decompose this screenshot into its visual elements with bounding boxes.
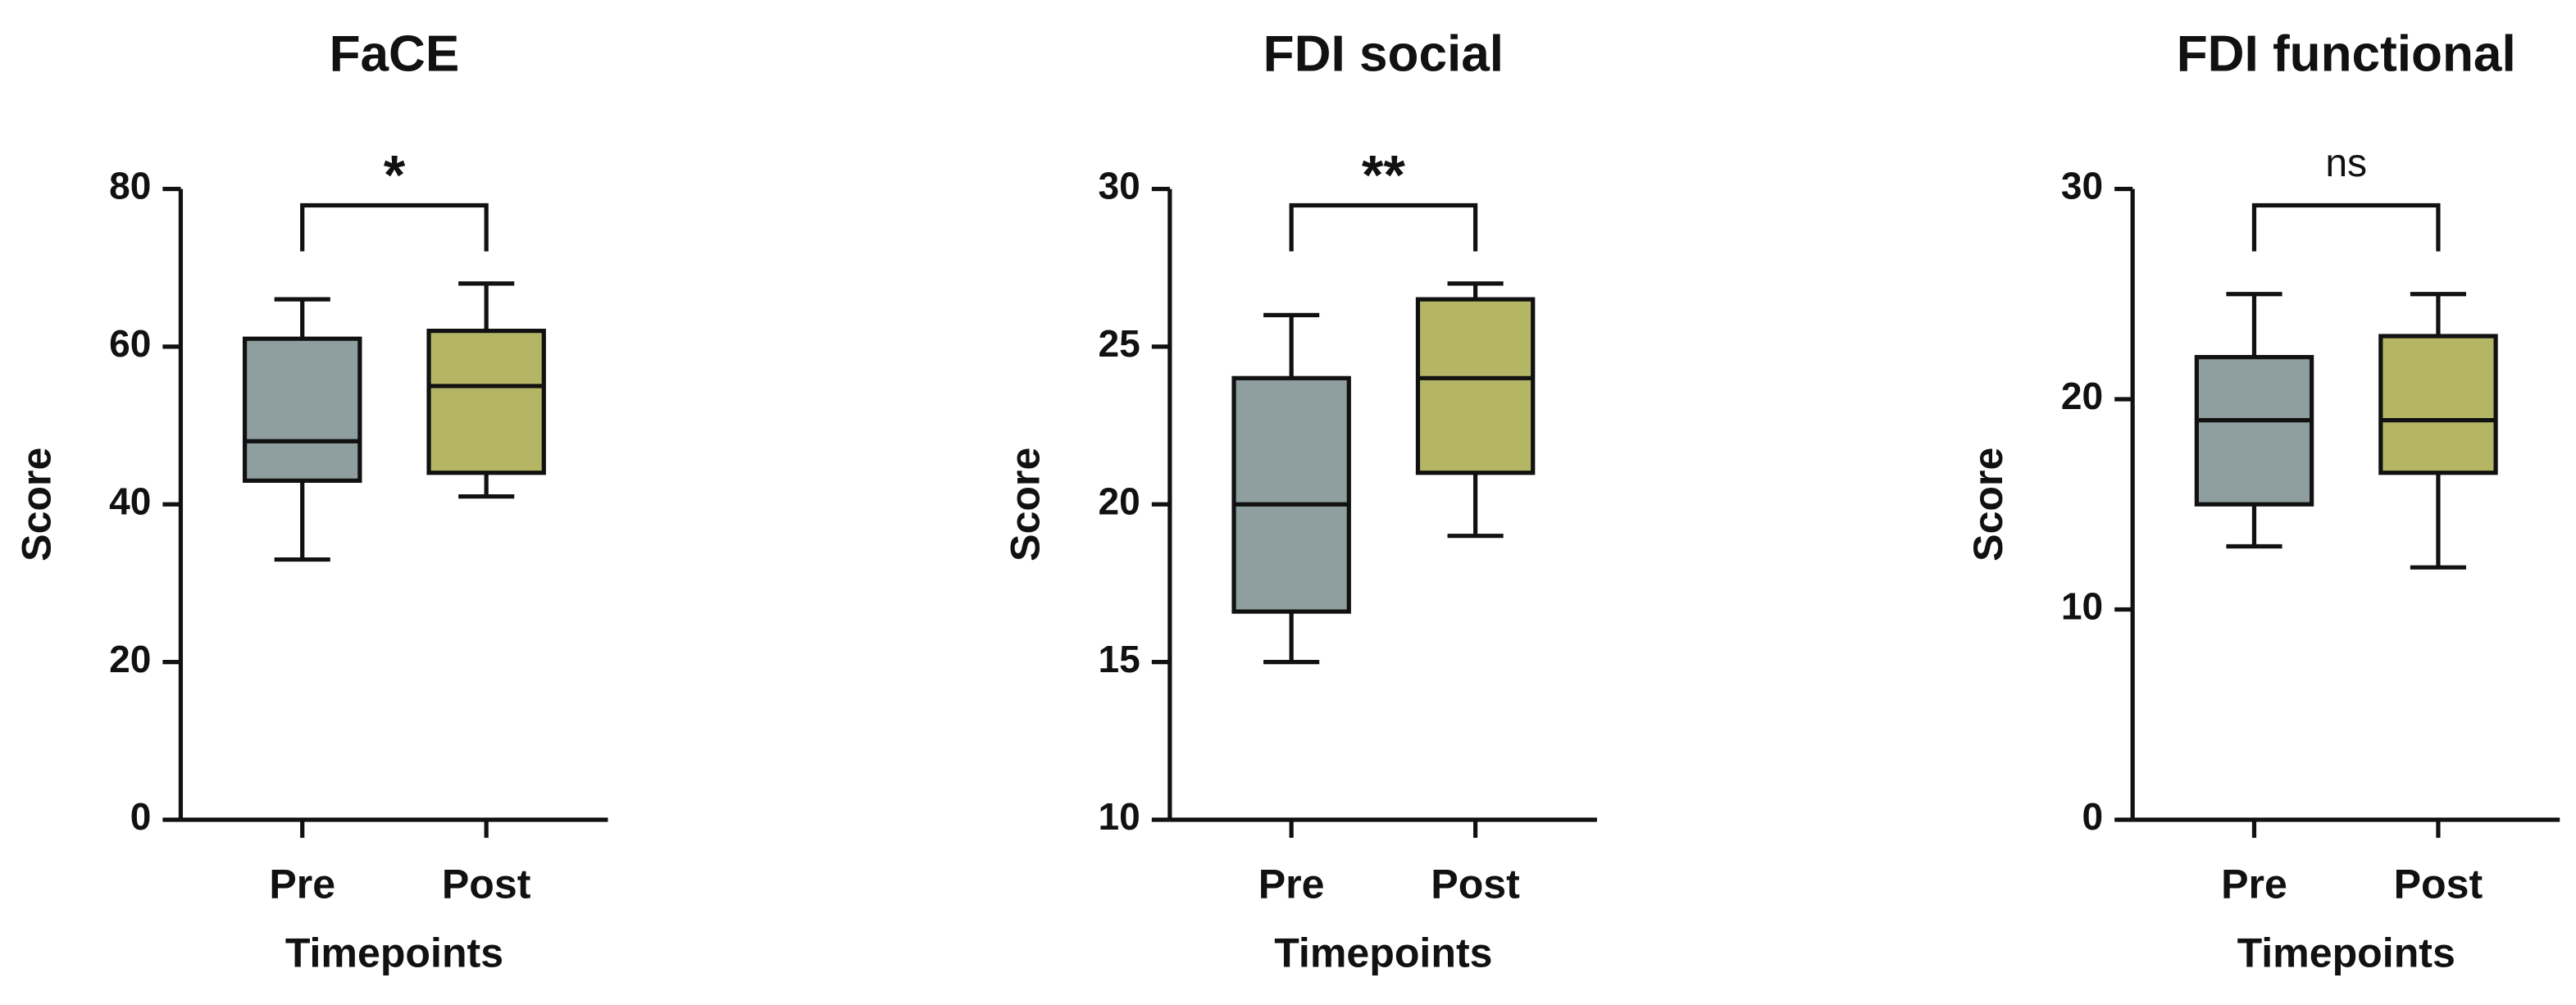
x-tick-label: Pre bbox=[2221, 861, 2287, 907]
significance-label: * bbox=[384, 143, 406, 206]
y-tick-label: 20 bbox=[1099, 480, 1140, 522]
x-axis-label: Timepoints bbox=[1274, 930, 1492, 976]
y-tick-label: 40 bbox=[109, 480, 151, 522]
chart: FDI functional 0 10 20 30 Score Timepoints Pre P… bbox=[1965, 26, 2560, 976]
y-tick-label: 25 bbox=[1099, 322, 1140, 365]
y-tick-label: 20 bbox=[109, 638, 151, 680]
box bbox=[1231, 375, 1351, 614]
y-axis-label: Score bbox=[1003, 448, 1049, 562]
y-tick-label: 15 bbox=[1099, 638, 1140, 680]
y-tick-label: 0 bbox=[130, 795, 152, 838]
y-axis-label: Score bbox=[13, 448, 59, 562]
y-axis-label: Score bbox=[1965, 448, 2011, 562]
box bbox=[426, 329, 546, 475]
figure-body: FaCE 0 20 40 60 80 Score Timepoints Pre Post * FDI … bbox=[13, 26, 2560, 976]
chart: FaCE 0 20 40 60 80 Score Timepoints Pre Post * bbox=[13, 26, 608, 976]
y-tick-label: 80 bbox=[109, 165, 151, 207]
x-tick-label: Post bbox=[1431, 861, 1520, 907]
y-tick-label: 30 bbox=[2061, 165, 2103, 207]
y-tick-label: 30 bbox=[1099, 165, 1140, 207]
y-tick-label: 10 bbox=[2061, 585, 2103, 628]
chart-title: FDI functional bbox=[2177, 26, 2516, 83]
y-tick-label: 0 bbox=[2082, 795, 2103, 838]
box bbox=[1415, 297, 1536, 475]
x-tick-label: Post bbox=[2394, 861, 2483, 907]
box bbox=[2194, 355, 2314, 507]
box bbox=[2378, 334, 2498, 475]
y-tick-label: 10 bbox=[1099, 795, 1140, 838]
x-tick-label: Post bbox=[442, 861, 531, 907]
y-tick-label: 60 bbox=[109, 322, 151, 365]
x-axis-label: Timepoints bbox=[285, 930, 503, 976]
significance-label: ** bbox=[1362, 143, 1406, 206]
chart-title: FaCE bbox=[330, 26, 460, 83]
significance-label: ns bbox=[2325, 141, 2367, 185]
x-tick-label: Pre bbox=[269, 861, 335, 907]
box bbox=[242, 336, 362, 483]
significance-bracket bbox=[2251, 202, 2441, 252]
chart-title: FDI social bbox=[1263, 26, 1504, 83]
x-tick-label: Pre bbox=[1258, 861, 1325, 907]
y-tick-label: 20 bbox=[2061, 375, 2103, 417]
significance-bracket bbox=[1289, 202, 1478, 252]
chart: FDI social 10 15 20 25 30 Score Timepoints Pre Po… bbox=[1003, 26, 1597, 976]
significance-bracket bbox=[300, 202, 489, 252]
x-axis-label: Timepoints bbox=[2237, 930, 2455, 976]
